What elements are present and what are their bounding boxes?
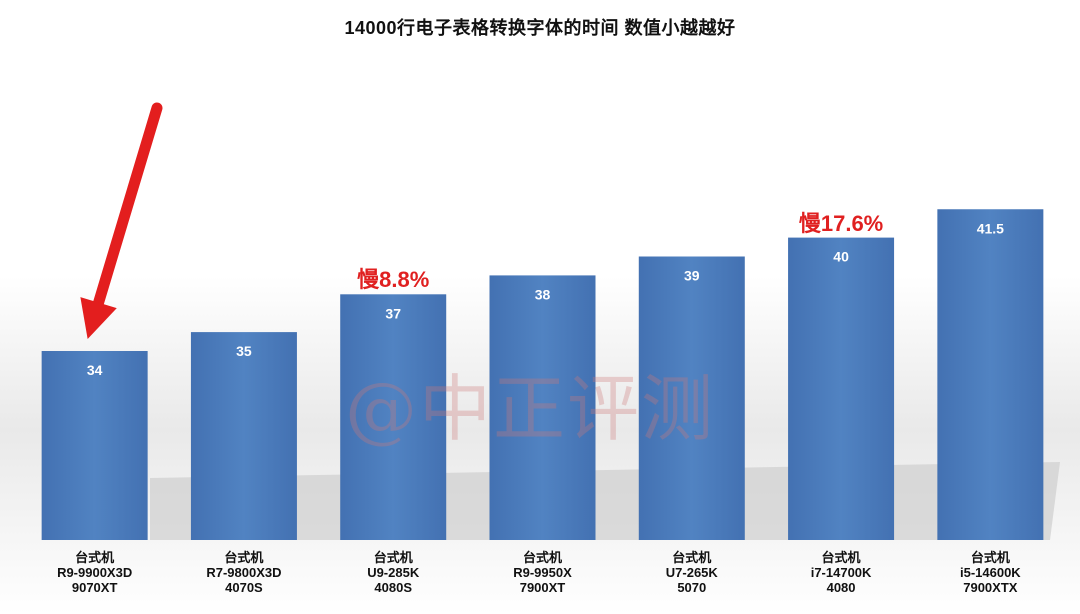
chart-title: 14000行电子表格转换字体的时间 数值小越越好 [344, 18, 736, 38]
watermark: @中正评测 [345, 367, 716, 451]
bar-3 [489, 275, 596, 540]
category-label-line: 5070 [677, 580, 707, 595]
category-label-line: 7900XTX [963, 580, 1018, 595]
value-label-0: 34 [87, 362, 103, 378]
category-label-1: 台式机 R7-9800X3D 4070S [169, 550, 319, 595]
category-label-line: 7900XT [519, 580, 566, 595]
value-label-2: 37 [385, 305, 401, 321]
bar-5 [788, 237, 895, 540]
category-label-line: 台式机 [821, 550, 861, 565]
category-label-line: 台式机 [224, 550, 264, 565]
category-label-line: i7-14700K [810, 565, 872, 580]
category-label-0: 台式机 R9-9900X3D 9070XT [20, 550, 170, 595]
value-label-5: 40 [833, 249, 849, 265]
category-label-line: 9070XT [71, 580, 118, 595]
category-label-line: R7-9800X3D [206, 565, 282, 580]
category-label-line: 台式机 [970, 550, 1010, 565]
bar-2 [340, 294, 447, 540]
bar-6 [937, 209, 1044, 540]
category-label-line: 台式机 [672, 550, 712, 565]
bar-0 [41, 351, 148, 540]
category-label-6: 台式机 i5-14600K 7900XTX [915, 550, 1065, 595]
highlight-arrow-shaft [89, 102, 163, 320]
category-label-line: 台式机 [75, 550, 115, 565]
category-label-line: 4070S [225, 580, 263, 595]
category-label-4: 台式机 U7-265K 5070 [617, 550, 767, 595]
highlight-arrow-head [80, 297, 117, 339]
category-label-3: 台式机 R9-9950X 7900XT [468, 550, 618, 595]
category-label-line: R9-9950X [513, 565, 572, 580]
category-label-2: 台式机 U9-285K 4080S [318, 550, 468, 595]
category-label-line: 4080 [826, 580, 856, 595]
bar-4 [638, 256, 745, 540]
bar-1 [190, 332, 297, 540]
value-label-6: 41.5 [977, 220, 1004, 236]
category-label-line: i5-14600K [959, 565, 1021, 580]
annotation-0: 慢8.8% [357, 267, 430, 293]
category-label-line: 台式机 [373, 550, 413, 565]
annotation-1: 慢17.6% [798, 210, 884, 236]
value-label-4: 39 [684, 268, 700, 284]
category-label-line: U7-265K [665, 565, 718, 580]
category-label-line: 4080S [374, 580, 412, 595]
category-label-line: R9-9900X3D [57, 565, 133, 580]
category-label-line: 台式机 [522, 550, 562, 565]
category-label-5: 台式机 i7-14700K 4080 [766, 550, 916, 595]
value-label-1: 35 [236, 343, 252, 359]
value-label-3: 38 [535, 286, 551, 302]
category-label-line: U9-285K [367, 565, 420, 580]
